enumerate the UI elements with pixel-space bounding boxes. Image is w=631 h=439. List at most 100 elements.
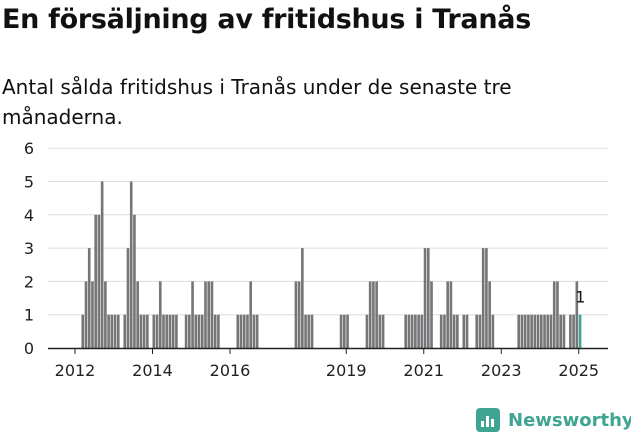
bar — [104, 281, 107, 348]
bar — [307, 314, 311, 348]
bar — [207, 281, 211, 348]
bar — [165, 314, 169, 348]
bar — [410, 314, 414, 348]
bar — [146, 314, 149, 348]
bar — [549, 314, 553, 348]
bar — [100, 181, 104, 348]
bar — [346, 314, 349, 348]
bar — [213, 314, 217, 348]
y-tick-label: 0 — [24, 339, 34, 358]
bar — [84, 281, 88, 348]
bar — [430, 281, 433, 348]
bar — [540, 314, 543, 348]
bar — [129, 181, 133, 348]
bar — [239, 314, 243, 348]
bar — [107, 314, 110, 348]
bar — [194, 314, 198, 348]
y-tick-label: 6 — [24, 139, 34, 158]
bar — [310, 314, 314, 348]
bar — [485, 248, 488, 348]
bar — [126, 248, 130, 348]
bar — [446, 281, 449, 348]
bar — [536, 314, 540, 348]
bar — [191, 281, 194, 348]
bar — [404, 314, 408, 348]
bar — [210, 281, 214, 348]
bar — [481, 248, 485, 348]
y-tick-label: 3 — [24, 239, 34, 258]
bar — [475, 314, 479, 348]
x-tick-label: 2014 — [132, 361, 173, 380]
x-tick-label: 2021 — [403, 361, 444, 380]
x-tick-label: 2019 — [326, 361, 367, 380]
y-tick-label: 4 — [24, 206, 34, 225]
y-tick-label: 5 — [24, 173, 34, 192]
bar — [188, 314, 191, 348]
x-tick-label: 2012 — [55, 361, 96, 380]
bar — [575, 281, 579, 348]
bar — [252, 314, 256, 348]
newsworthy-logo: Newsworthy — [476, 408, 631, 432]
bar — [255, 314, 259, 348]
bar — [523, 314, 527, 348]
bar — [517, 314, 521, 348]
bar — [87, 248, 91, 348]
bar — [301, 248, 304, 348]
y-tick-label: 2 — [24, 272, 34, 291]
bar — [365, 314, 369, 348]
bar — [152, 314, 156, 348]
bar — [136, 281, 139, 348]
bar — [462, 314, 466, 348]
bar — [533, 314, 537, 348]
bar — [197, 314, 201, 348]
bar — [110, 314, 114, 348]
bar — [236, 314, 240, 348]
bar — [249, 281, 253, 348]
bar — [162, 314, 165, 348]
bar — [91, 281, 94, 348]
bar — [304, 314, 307, 348]
bar — [246, 314, 249, 348]
bar — [520, 314, 524, 348]
bar — [184, 314, 188, 348]
x-tick-label: 2016 — [210, 361, 251, 380]
bar — [465, 314, 469, 348]
bar — [142, 314, 146, 348]
highlight-bar — [578, 314, 582, 348]
bar — [217, 314, 220, 348]
bar — [343, 314, 346, 348]
x-tick-label: 2025 — [558, 361, 599, 380]
chart-title: En försäljning av fritidshus i Tranås — [2, 4, 531, 35]
bar — [378, 314, 382, 348]
bar — [562, 314, 566, 348]
bar — [168, 314, 172, 348]
bar — [569, 314, 572, 348]
bar — [339, 314, 343, 348]
bar — [420, 314, 424, 348]
bar — [297, 281, 301, 348]
bar — [200, 314, 204, 348]
bar — [368, 281, 372, 348]
brand-name: Newsworthy — [508, 409, 631, 431]
bar — [456, 314, 459, 348]
bar — [116, 314, 120, 348]
bar — [423, 248, 427, 348]
bar — [113, 314, 117, 348]
bar — [94, 214, 98, 348]
bar — [572, 314, 575, 348]
bar — [491, 314, 495, 348]
newsworthy-logo-icon — [476, 408, 500, 432]
bar — [133, 214, 136, 348]
bar — [123, 314, 127, 348]
bar — [139, 314, 143, 348]
bar — [204, 281, 207, 348]
bar-chart: 0 1 2 3 4 5 6 1 2012 2014 2016 2019 2021 2023 2025 — [24, 139, 608, 380]
bar — [546, 314, 550, 348]
bar — [417, 314, 420, 348]
chart-subtitle: Antal sålda fritidshus i Tranås under de… — [2, 75, 512, 129]
bar — [559, 314, 563, 348]
bar — [439, 314, 443, 348]
bar — [556, 281, 559, 348]
bar — [407, 314, 411, 348]
bar — [375, 281, 378, 348]
